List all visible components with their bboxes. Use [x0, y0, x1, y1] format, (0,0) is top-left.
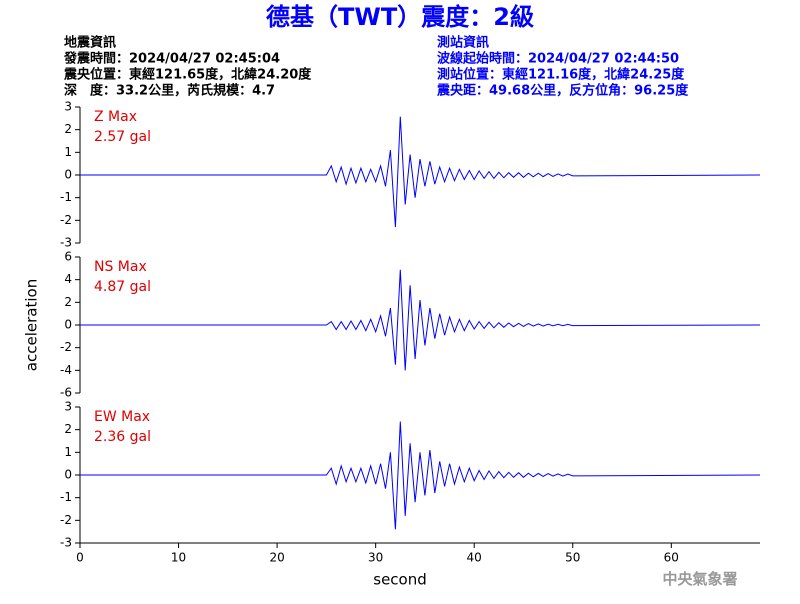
y-tick-label: -2	[60, 340, 72, 354]
info-line: 深 度：33.2公里，芮氏規模：4.7	[64, 83, 275, 99]
y-axis-label: acceleration	[23, 279, 41, 371]
y-tick-label: -3	[60, 236, 72, 250]
x-tick-label: 0	[76, 551, 84, 565]
y-tick-label: 2	[64, 122, 72, 136]
x-tick-label: 50	[565, 551, 580, 565]
y-tick-label: 3	[64, 400, 72, 414]
max-annotation: NS Max	[94, 259, 147, 275]
y-tick-label: 0	[64, 168, 72, 182]
y-tick-label: -1	[60, 490, 72, 504]
y-tick-label: 6	[64, 250, 72, 264]
info-line: 測站位置：東經121.16度，北緯24.25度	[437, 67, 685, 83]
y-tick-label: 2	[64, 422, 72, 436]
y-tick-label: 2	[64, 295, 72, 309]
info-line: 測站資訊	[437, 35, 489, 51]
x-axis-label: second	[373, 571, 427, 589]
y-tick-label: -3	[60, 536, 72, 550]
info-line: 波線起始時間：2024/04/27 02:44:50	[437, 51, 679, 67]
y-tick-label: 4	[64, 272, 72, 286]
waveform	[80, 116, 761, 228]
info-line: 地震資訊	[64, 35, 116, 51]
waveform	[80, 421, 761, 530]
y-tick-label: 0	[64, 318, 72, 332]
info-line: 發震時間：2024/04/27 02:45:04	[63, 51, 280, 67]
waveform	[80, 269, 761, 371]
y-tick-label: -2	[60, 513, 72, 527]
x-tick-label: 30	[368, 551, 383, 565]
x-tick-label: 40	[467, 551, 482, 565]
max-annotation: 2.36 gal	[94, 429, 151, 445]
info-line: 震央距：49.68公里，反方位角：96.25度	[436, 83, 689, 99]
max-annotation: Z Max	[94, 109, 137, 125]
max-annotation: 2.57 gal	[94, 129, 151, 145]
info-line: 震央位置：東經121.65度，北緯24.20度	[63, 67, 312, 83]
max-annotation: EW Max	[94, 409, 150, 425]
x-tick-label: 20	[269, 551, 284, 565]
y-tick-label: 1	[64, 145, 72, 159]
x-tick-label: 60	[664, 551, 679, 565]
max-annotation: 4.87 gal	[94, 279, 151, 295]
y-tick-label: -1	[60, 190, 72, 204]
y-tick-label: -2	[60, 213, 72, 227]
y-tick-label: -6	[60, 386, 72, 400]
y-tick-label: -4	[60, 363, 72, 377]
footer: 中央氣象署	[662, 570, 737, 588]
y-tick-label: 0	[64, 468, 72, 482]
x-tick-label: 10	[171, 551, 186, 565]
chart-title: 德基（TWT）震度：2級	[266, 3, 534, 31]
y-tick-label: 3	[64, 100, 72, 114]
y-tick-label: 1	[64, 445, 72, 459]
